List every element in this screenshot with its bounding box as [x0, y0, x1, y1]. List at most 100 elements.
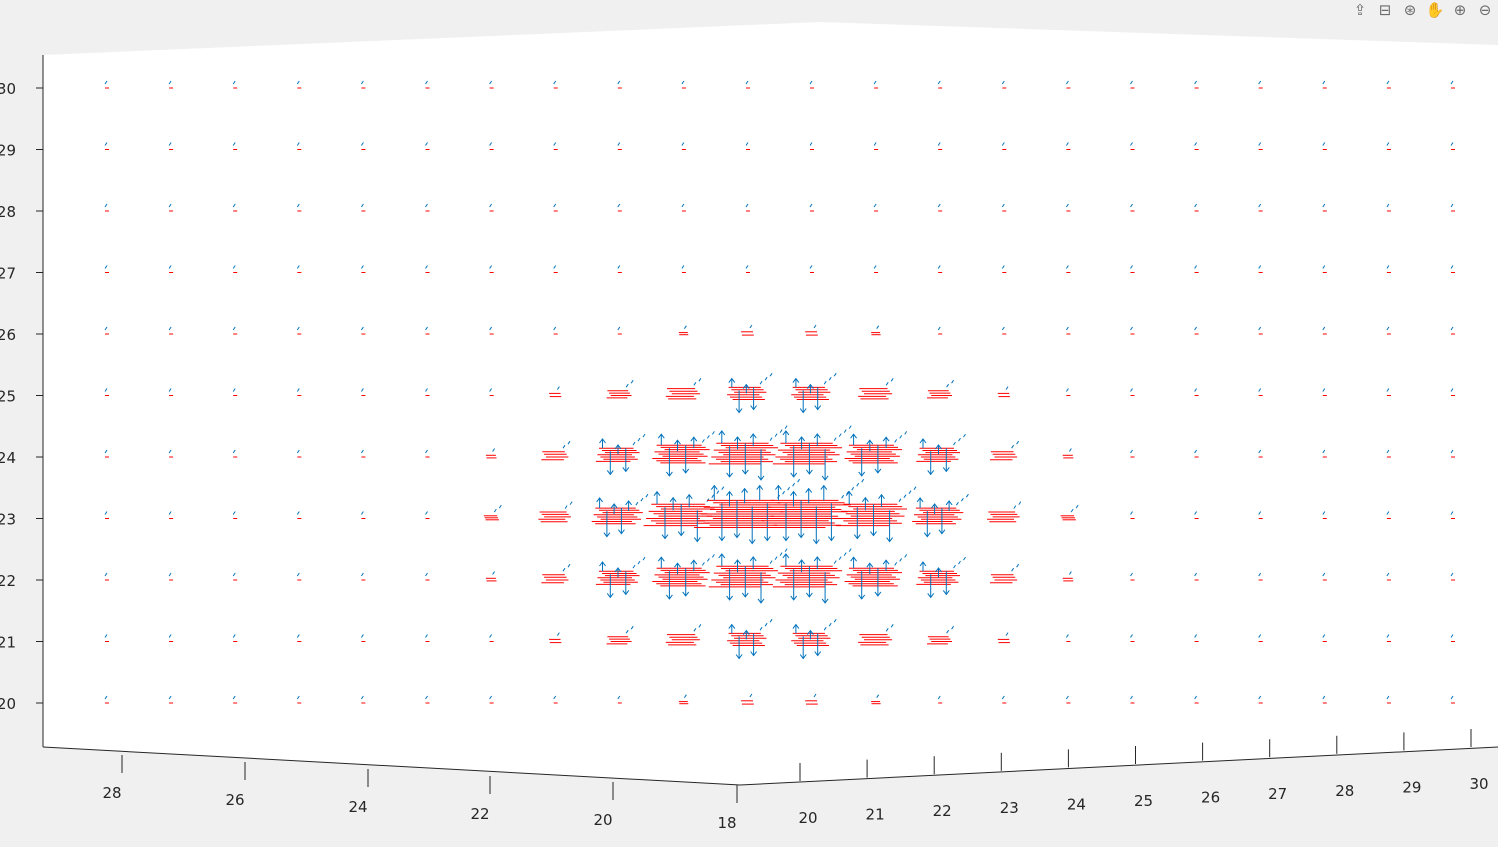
- field-glyph: [296, 634, 302, 642]
- field-glyph: [104, 695, 109, 704]
- field-blue-tick: [1016, 440, 1020, 445]
- field-blue-tick: [1068, 571, 1072, 575]
- field-blue-tick: [963, 556, 966, 561]
- field-glyph: [1258, 572, 1263, 581]
- field-glyph: [987, 501, 1022, 523]
- field-blue-arrowhead: [812, 539, 820, 545]
- field-blue-arrowhead: [938, 529, 946, 535]
- field-glyph: [425, 695, 430, 704]
- field-blue-arrowhead: [666, 594, 673, 600]
- field-glyph: [708, 425, 788, 481]
- field-blue-tick: [168, 326, 172, 331]
- field-glyph: [937, 203, 943, 212]
- field-blue-arrowhead: [748, 539, 756, 545]
- field-blue-tick: [960, 497, 964, 502]
- field-blue-tick: [899, 558, 903, 562]
- field-blue-tick: [846, 490, 850, 495]
- field-blue-arrowhead: [618, 529, 625, 535]
- field-blue-arrowhead: [682, 468, 690, 474]
- field-blue-tick: [569, 501, 573, 505]
- field-blue-tick: [104, 326, 108, 331]
- export-icon[interactable]: ⇪: [1353, 1, 1367, 19]
- field-blue-tick: [360, 695, 364, 700]
- x-tick-label: 22: [933, 802, 952, 820]
- field-blue-tick: [1001, 265, 1005, 269]
- field-glyph: [1450, 142, 1455, 150]
- field-blue-arrowhead: [820, 484, 828, 490]
- field-glyph: [1386, 572, 1391, 581]
- field-blue-tick: [955, 501, 959, 506]
- field-blue-tick: [749, 324, 753, 329]
- field-blue-arrowhead: [596, 497, 603, 503]
- field-blue-tick: [168, 695, 172, 700]
- field-blue-tick: [296, 80, 300, 85]
- brush-icon[interactable]: ⊟: [1378, 1, 1392, 19]
- field-glyph: [489, 326, 494, 335]
- field-blue-arrowhead: [733, 533, 741, 539]
- field-blue-tick: [1065, 203, 1069, 208]
- field-blue-tick: [809, 203, 813, 208]
- field-blue-tick: [104, 511, 108, 515]
- field-blue-tick: [1065, 634, 1069, 638]
- field-blue-arrowhead: [923, 532, 931, 538]
- field-glyph: [296, 511, 302, 519]
- field-blue-tick: [937, 203, 941, 208]
- field-glyph: [665, 624, 702, 646]
- field-blue-arrowhead: [821, 475, 829, 481]
- field-glyph: [1258, 326, 1263, 335]
- field-glyph: [606, 379, 634, 399]
- zoom-out-icon[interactable]: ⊖: [1478, 1, 1492, 19]
- field-blue-arrowhead: [806, 469, 813, 475]
- zoom-in-icon[interactable]: ⊕: [1453, 1, 1467, 19]
- field-glyph: [1065, 203, 1071, 212]
- field-blue-arrowhead: [782, 536, 790, 542]
- field-glyph: [489, 142, 494, 150]
- field-glyph: [360, 634, 366, 642]
- field-glyph: [927, 625, 955, 645]
- field-blue-tick: [489, 695, 493, 700]
- field-blue-tick: [492, 448, 496, 452]
- field-blue-tick: [774, 433, 778, 437]
- field-blue-arrowhead: [886, 537, 893, 543]
- field-glyph: [1130, 388, 1135, 396]
- field-glyph: [425, 511, 430, 519]
- field-glyph: [617, 203, 622, 212]
- field-blue-arrowhead: [661, 534, 669, 540]
- z-tick-label: 29: [0, 142, 16, 160]
- z-tick-label: 25: [0, 388, 16, 406]
- field-blue-tick: [168, 388, 172, 392]
- field-blue-tick: [774, 556, 778, 560]
- field-glyph: [606, 625, 634, 645]
- field-glyph: [1060, 504, 1079, 521]
- field-blue-arrowhead: [927, 593, 935, 599]
- field-blue-arrowhead: [734, 436, 741, 442]
- field-blue-tick: [851, 486, 855, 491]
- field-glyph: [168, 572, 174, 581]
- field-blue-arrowhead: [799, 654, 807, 660]
- field-blue-tick: [1322, 511, 1326, 515]
- field-glyph: [1062, 571, 1074, 582]
- field-blue-arrowhead: [782, 430, 790, 436]
- field-blue-tick: [1194, 511, 1198, 515]
- field-blue-tick: [693, 628, 697, 632]
- field-glyph: [927, 379, 955, 399]
- field-blue-tick: [1258, 388, 1262, 392]
- field-blue-tick: [1001, 695, 1005, 700]
- field-blue-tick: [769, 618, 773, 623]
- field-blue-tick: [958, 560, 961, 565]
- field-blue-tick: [792, 482, 796, 487]
- field-blue-tick: [168, 203, 172, 208]
- field-blue-tick: [1450, 388, 1454, 392]
- field-glyph: [549, 632, 562, 644]
- field-glyph: [745, 142, 750, 150]
- field-blue-tick: [890, 624, 894, 628]
- field-blue-arrowhead: [807, 629, 814, 635]
- field-glyph: [997, 632, 1010, 644]
- pan-hand-icon[interactable]: ✋: [1425, 1, 1445, 19]
- field-glyph: [745, 265, 750, 273]
- field-blue-arrowhead: [813, 433, 821, 439]
- field-blue-tick: [492, 571, 496, 575]
- rotate-3d-icon[interactable]: ⊛: [1403, 1, 1417, 19]
- field-blue-tick: [1065, 265, 1069, 269]
